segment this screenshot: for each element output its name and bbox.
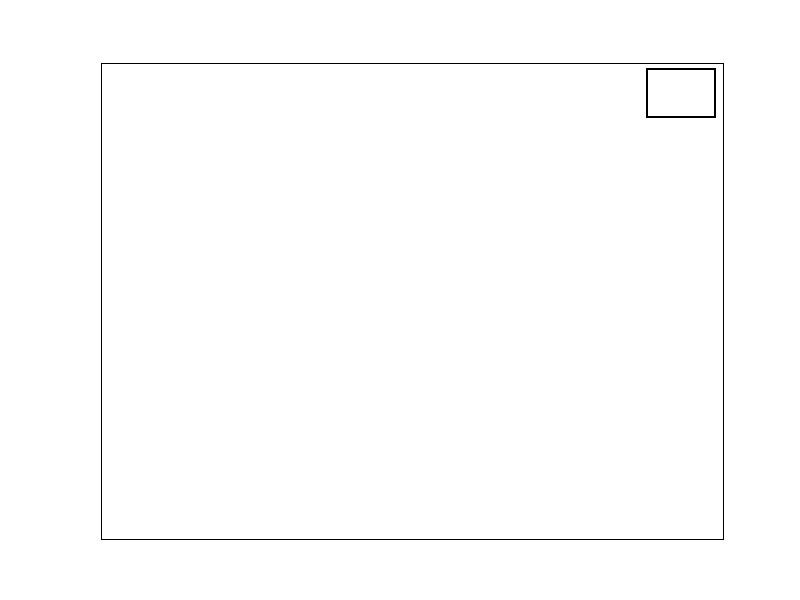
legend [646,68,716,118]
legend-swatch-tp-icon [654,79,680,89]
legend-entry-fp [654,95,714,112]
plot-area [101,63,724,540]
legend-entry-tp [654,75,714,92]
legend-swatch-fp-icon [654,99,680,109]
